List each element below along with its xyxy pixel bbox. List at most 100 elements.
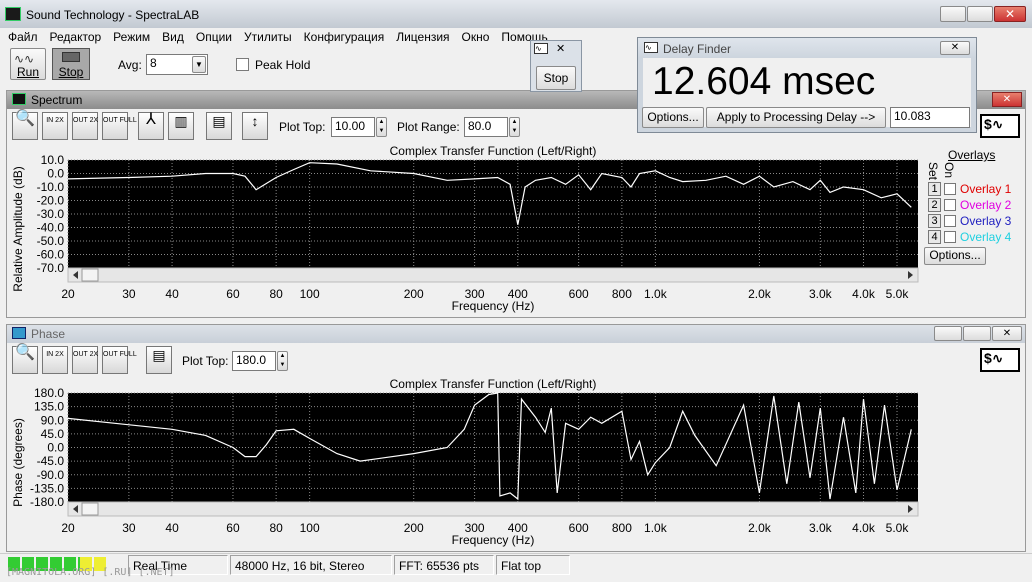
plot-top-spinner[interactable]: ▲ ▼	[376, 117, 387, 137]
zoom-in-icon[interactable]: IN 2X	[42, 346, 68, 374]
y-axis-label: Phase (degrees)	[11, 418, 25, 507]
maximize-button[interactable]	[967, 6, 993, 22]
overlay-checkbox[interactable]	[944, 183, 956, 195]
x-tick-label: 5.0k	[886, 287, 910, 301]
window-title: Sound Technology - SpectraLAB	[26, 8, 200, 22]
run-button[interactable]: Run	[10, 48, 46, 80]
zoom-full-icon[interactable]: OUT FULL	[102, 112, 137, 140]
x-tick-label: 800	[612, 287, 632, 301]
x-tick-label: 60	[226, 287, 240, 301]
x-tick-label: 2.0k	[748, 287, 772, 301]
overlay-checkbox[interactable]	[944, 231, 956, 243]
overlay-set-button[interactable]: 3	[928, 214, 941, 228]
on-label: On	[942, 162, 956, 179]
menu-item[interactable]: Окно	[461, 30, 490, 44]
minimize-button[interactable]	[940, 6, 966, 22]
settings-icon[interactable]: ▤	[146, 346, 172, 374]
delay-finder-close[interactable]: ✕	[940, 41, 970, 55]
stop-label: Stop	[58, 65, 84, 79]
close-button[interactable]: ✕	[994, 6, 1026, 22]
spectrum-close[interactable]: ✕	[992, 92, 1022, 107]
avg-value: 8	[150, 56, 157, 70]
scroll-left	[81, 268, 99, 282]
x-tick-label: 5.0k	[886, 521, 910, 535]
menu-item[interactable]: Файл	[8, 30, 38, 44]
avg-dropdown[interactable]: ▼	[192, 56, 206, 73]
zoom-out-icon[interactable]: OUT 2X	[72, 112, 98, 140]
x-tick-label: 1.0k	[644, 521, 668, 535]
plot-top-value: 10.00	[335, 119, 366, 133]
line-mode-icon[interactable]: ⅄	[138, 112, 164, 140]
zoom-in-icon[interactable]: IN 2X	[42, 112, 68, 140]
zoom-out-icon[interactable]: OUT 2X	[72, 346, 98, 374]
menu-item[interactable]: Вид	[162, 30, 184, 44]
spectrum-chart: Complex Transfer Function (Left/Right) 10…	[11, 144, 919, 313]
y-tick-label: 180.0	[34, 386, 64, 400]
signal-icon[interactable]: $∿	[980, 114, 1020, 138]
stop-window-button[interactable]: Stop	[536, 66, 576, 90]
overlay-checkbox[interactable]	[944, 199, 956, 211]
y-tick-label: -45.0	[37, 454, 65, 468]
overlay-set-button[interactable]: 2	[928, 198, 941, 212]
signal-icon[interactable]: $∿	[980, 348, 1020, 372]
zoom-full-icon[interactable]: OUT FULL	[102, 346, 137, 374]
delay-options-label: Options...	[647, 110, 699, 124]
delay-options-button[interactable]: Options...	[642, 107, 704, 128]
overlay-options-label: Options...	[929, 248, 981, 262]
phase-icon	[12, 327, 26, 339]
x-tick-label: 200	[404, 287, 424, 301]
menu-item[interactable]: Редактор	[49, 30, 102, 44]
run-label: Run	[16, 65, 39, 79]
set-label: Set	[926, 162, 940, 181]
delay-value-input[interactable]: 10.083	[890, 107, 970, 128]
menu-item[interactable]: Опции	[195, 30, 233, 44]
stop-window-close[interactable]: ✕	[556, 43, 566, 55]
plot-range-spinner[interactable]: ▲ ▼	[509, 117, 520, 137]
y-tick-label: 0.0	[47, 441, 64, 455]
x-tick-label: 600	[569, 521, 589, 535]
x-tick-label: 100	[300, 287, 320, 301]
plot-area	[68, 393, 918, 502]
phase-close[interactable]: ✕	[992, 326, 1022, 341]
avg-label: Avg:	[118, 58, 142, 72]
menu-item[interactable]: Лицензия	[396, 30, 450, 44]
x-tick-label: 30	[122, 287, 136, 301]
y-tick-label: -30.0	[37, 207, 65, 221]
status-mode: Real Time	[128, 555, 228, 575]
menu-item[interactable]: Режим	[113, 30, 151, 44]
delay-value: 10.083	[894, 109, 931, 123]
overlay-checkbox[interactable]	[944, 215, 956, 227]
x-tick-label: 4.0k	[852, 287, 876, 301]
app-icon	[5, 7, 21, 21]
plot-top-input[interactable]: 180.0	[232, 351, 276, 371]
menu-item[interactable]: Утилиты	[244, 30, 292, 44]
zoom-icon[interactable]: 🔍	[12, 345, 38, 374]
y-tick-label: 135.0	[34, 400, 64, 414]
phase-maximize[interactable]	[963, 326, 991, 341]
y-tick-label: 0.0	[47, 167, 64, 181]
scroll-left	[81, 502, 99, 516]
y-tick-label: -10.0	[37, 180, 65, 194]
plot-top-input[interactable]: 10.00	[331, 117, 375, 137]
x-tick-label: 60	[226, 521, 240, 535]
plot-range-input[interactable]: 80.0	[464, 117, 508, 137]
scale-icon[interactable]: ↕	[242, 112, 268, 140]
peak-hold-checkbox[interactable]	[236, 58, 249, 71]
bar-mode-icon[interactable]: ▥	[168, 112, 194, 140]
stop-icon	[62, 52, 80, 62]
x-tick-label: 20	[61, 521, 75, 535]
settings-icon[interactable]: ▤	[206, 112, 232, 140]
overlay-set-button[interactable]: 1	[928, 182, 941, 196]
apply-delay-button[interactable]: Apply to Processing Delay -->	[706, 107, 886, 128]
plot-top-label: Plot Top:	[182, 354, 229, 368]
phase-minimize[interactable]	[934, 326, 962, 341]
overlay-set-button[interactable]: 4	[928, 230, 941, 244]
phase-title-bar	[7, 325, 1025, 343]
menu-item[interactable]: Конфигурация	[303, 30, 385, 44]
overlay-options-button[interactable]: Options...	[924, 247, 986, 265]
plot-top-spinner[interactable]: ▲ ▼	[277, 351, 288, 371]
status-format: 48000 Hz, 16 bit, Stereo	[230, 555, 392, 575]
zoom-icon[interactable]: 🔍	[12, 111, 38, 140]
x-tick-label: 400	[508, 287, 528, 301]
level-meter-yellow	[80, 557, 106, 571]
